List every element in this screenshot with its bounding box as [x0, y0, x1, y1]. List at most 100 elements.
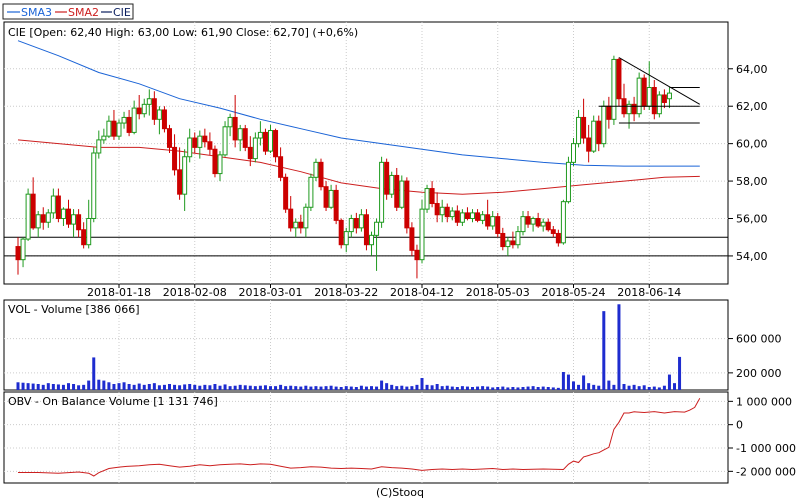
candle-body — [500, 232, 506, 248]
legend-cie-label: CIE — [113, 6, 131, 19]
candle-body — [20, 238, 26, 261]
candle-body — [101, 135, 107, 141]
volume-bar — [263, 385, 267, 390]
obv-y-axis: -2 000 000 -1 000 000 0 1 000 000 — [728, 395, 796, 478]
obv-panel-frame — [3, 391, 729, 484]
volume-bar — [536, 387, 540, 390]
volume-bar — [253, 386, 257, 390]
candle-body — [252, 137, 258, 160]
candle-body — [202, 135, 208, 143]
volume-bar — [72, 384, 76, 390]
candle-body — [156, 109, 162, 120]
volume-bar — [572, 381, 575, 390]
candle-body — [581, 116, 587, 139]
volume-bar — [344, 386, 348, 390]
candle-body — [419, 208, 425, 261]
volume-bar — [496, 387, 500, 390]
volume-bar — [506, 387, 510, 390]
volume-bar — [526, 386, 530, 390]
volume-bar — [61, 384, 65, 390]
price-triangle-pattern — [598, 57, 701, 124]
candle-body — [242, 128, 248, 148]
volume-bar — [294, 386, 298, 390]
candle-body — [86, 218, 92, 246]
volume-bar — [248, 385, 252, 390]
candle-body — [631, 103, 637, 115]
candle-body — [151, 98, 157, 120]
candle-body — [439, 206, 445, 216]
volume-bar — [238, 384, 242, 390]
price-x-axis: 2018-01-18 2018-02-08 2018-03-01 2018-03-22… — [87, 284, 681, 299]
volume-bar — [491, 387, 495, 390]
candle-body — [550, 229, 556, 234]
candle-body — [45, 212, 51, 223]
candle-body — [555, 232, 561, 244]
obv-y-tick-label: -1 000 000 — [736, 442, 796, 455]
candle-body — [217, 154, 223, 175]
candle-body — [25, 193, 31, 240]
volume-bar — [304, 385, 308, 390]
candle-body — [560, 201, 566, 244]
candle-body — [338, 219, 344, 246]
candle-body — [343, 231, 349, 246]
volume-bar — [551, 387, 555, 390]
volume-bar — [329, 385, 333, 390]
sma3-line — [17, 40, 700, 167]
volume-bar — [531, 386, 535, 390]
volume-bar — [127, 384, 131, 390]
candle-body — [424, 188, 430, 210]
volume-bar — [602, 311, 606, 390]
volume-bar — [380, 380, 384, 390]
candle-body — [576, 116, 582, 145]
volume-bar — [440, 386, 444, 390]
price-x-tick-label: 2018-04-12 — [390, 286, 454, 299]
volume-bar — [319, 386, 323, 390]
volume-panel-frame — [3, 299, 729, 391]
price-y-tick-label: 58,00 — [736, 175, 768, 188]
volume-bar — [51, 384, 55, 390]
obv-panel: -2 000 000 -1 000 000 0 1 000 000 OBV - On … — [3, 391, 796, 484]
candle-body — [459, 212, 465, 223]
price-moving-averages — [17, 40, 700, 195]
volume-bar — [370, 386, 373, 390]
legend-sma3-label: SMA3 — [21, 6, 52, 19]
candle-body — [475, 212, 481, 221]
volume-bar — [415, 384, 419, 390]
volume-bar — [435, 384, 439, 390]
volume-bar — [157, 385, 161, 390]
volume-bar — [228, 386, 232, 390]
volume-bar — [334, 386, 338, 390]
volume-bar — [632, 384, 636, 390]
candle-body — [136, 107, 142, 115]
candle-body — [358, 214, 364, 229]
volume-bar — [612, 384, 616, 390]
obv-y-tick-label: 1 000 000 — [736, 395, 792, 408]
volume-bar — [647, 387, 651, 390]
price-x-tick-label: 2018-06-14 — [617, 286, 681, 299]
candle-body — [81, 229, 87, 246]
candle-body — [222, 126, 228, 156]
candle-body — [55, 195, 61, 220]
price-x-tick-label: 2018-02-08 — [163, 286, 227, 299]
volume-bar — [486, 386, 490, 390]
candle-body — [490, 216, 496, 227]
candle-body — [146, 98, 152, 105]
candle-body — [30, 193, 36, 229]
volume-bar — [26, 383, 30, 390]
volume-bar — [82, 384, 86, 390]
price-candles — [15, 55, 672, 279]
candle-body — [666, 92, 672, 100]
candle-body — [121, 116, 127, 124]
volume-bar — [299, 386, 303, 390]
candle-body — [545, 221, 551, 231]
volume-bar — [152, 383, 156, 390]
volume-bar — [359, 385, 363, 390]
volume-bar — [213, 384, 217, 390]
volume-y-tick-label: 600 000 — [736, 333, 782, 346]
legend-sma2-label: SMA2 — [68, 6, 99, 19]
volume-bar — [541, 386, 545, 390]
candle-body — [283, 176, 289, 210]
volume-bar — [188, 384, 192, 390]
price-x-tick-label: 2018-03-22 — [314, 286, 378, 299]
